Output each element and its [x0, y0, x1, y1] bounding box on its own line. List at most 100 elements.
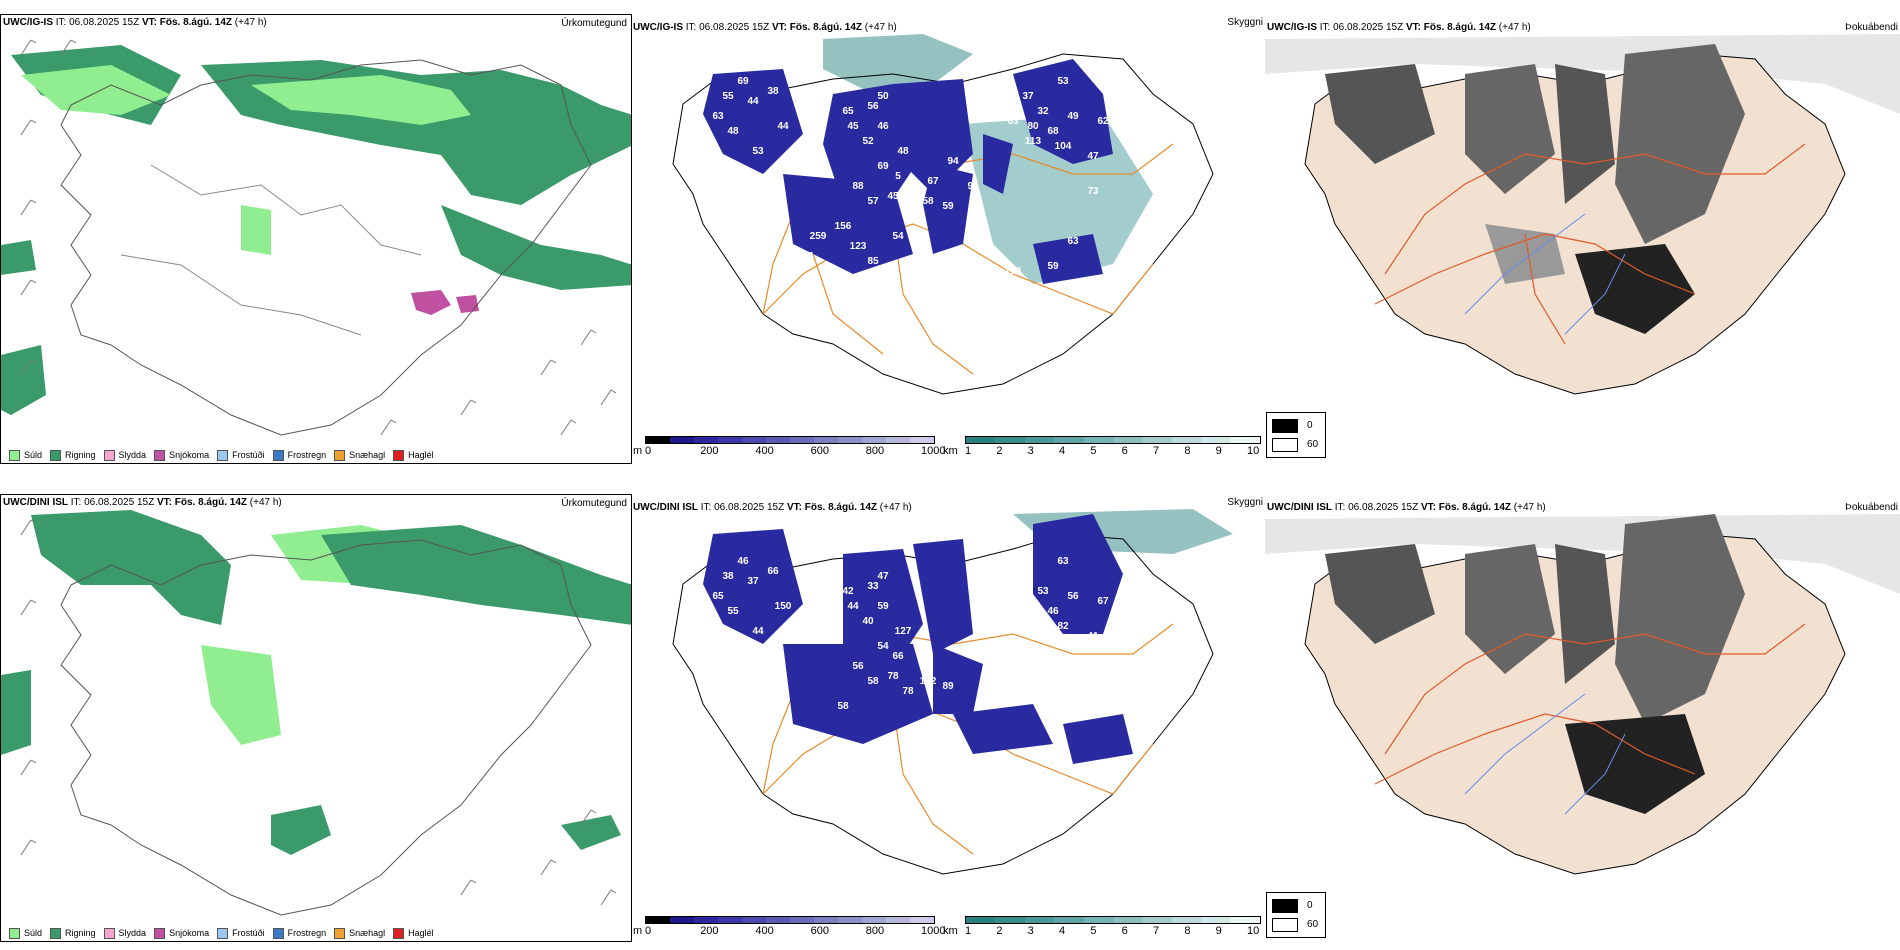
fog-panel-1: UWC/IG-IS IT: 06.08.2025 15Z VT: Fös. 8.… [1265, 14, 1900, 464]
ceiling-label: 45 [847, 121, 859, 132]
colorbar-cell [718, 437, 742, 443]
precip-legend: Súld Rigning Slydda Snjókoma Frostúði Frostre… [1, 447, 434, 463]
ceiling-label: 67 [1097, 596, 1109, 607]
road-network [1374, 143, 1806, 345]
colorbar-cell [790, 437, 814, 443]
panel-title: Úrkomutegund [561, 498, 627, 509]
legend-swatch [272, 449, 284, 461]
visibility-area [823, 34, 973, 89]
ceiling-label: 141 [1025, 601, 1042, 612]
ceiling-label: 59 [1047, 261, 1059, 272]
legend-item: Snjókoma [154, 927, 209, 939]
ceiling-label: 63 [712, 111, 724, 122]
legend-swatch [154, 449, 166, 461]
ceiling-label: 113 [1025, 136, 1042, 147]
colorbar-tick: 800 [865, 445, 885, 457]
colorbar-tick: 400 [755, 445, 774, 457]
colorbar-cell [886, 917, 910, 923]
ceiling-label: 44 [752, 626, 764, 637]
fog-shading [1265, 34, 1900, 114]
ceiling-label: 62 [1097, 116, 1109, 127]
ceiling-label: 85 [867, 256, 879, 267]
colorbar-tick: 200 [700, 445, 719, 457]
panel-header: UWC/IG-IS IT: 06.08.2025 15Z VT: Fös. 8.… [1267, 22, 1531, 33]
legend-item: Súld [9, 927, 42, 939]
ceiling-label: 150 [775, 601, 792, 612]
legend-swatch [50, 927, 62, 939]
ceiling-label: 50 [877, 91, 889, 102]
ceiling-label: 47 [877, 571, 889, 582]
ceiling-label: 132 [920, 676, 937, 687]
ceiling-label: 42 [977, 241, 989, 252]
colorbar-cell [886, 437, 910, 443]
ceiling-label: 65 [842, 106, 854, 117]
ceiling-label: 63 [1007, 116, 1019, 127]
legend-swatch [103, 927, 115, 939]
ceiling-label: 45 [887, 191, 899, 202]
ceiling-label: 56 [1067, 591, 1079, 602]
colorbar-unit: m [633, 925, 643, 937]
ceiling-label: 41 [1087, 631, 1099, 642]
colorbar-tick: 6 [1121, 925, 1128, 937]
colorbar-tick: 0 [645, 925, 652, 937]
precip-type-map-2 [1, 510, 631, 916]
ceiling-label: 46 [877, 121, 889, 132]
colorbar-cell [766, 917, 790, 923]
legend-swatch [272, 927, 284, 939]
low-ceiling-areas [703, 514, 1133, 764]
colorbar-strip [965, 916, 1261, 924]
ceiling-label: 123 [850, 241, 867, 252]
panel-header: UWC/DINI ISL IT: 06.08.2025 15Z VT: Fös.… [1267, 502, 1546, 513]
colorbar-tick: 3 [1027, 445, 1034, 457]
ceiling-label: 42 [987, 576, 999, 587]
colorbar-cell [966, 437, 996, 443]
colorbar-tick: 2 [996, 925, 1003, 937]
fog-shading [1265, 514, 1900, 594]
precip-areas [1, 510, 631, 855]
colorbar-tick: 9 [1215, 445, 1222, 457]
colorbar-cell [995, 437, 1025, 443]
iceland-outline [60, 59, 592, 436]
panel-title: Skyggni [1227, 497, 1263, 508]
legend-item: Slydda [103, 927, 147, 939]
ceiling-label: 89 [942, 681, 954, 692]
fog-legend: 0 60 [1266, 892, 1326, 938]
ceiling-label: 108 [1005, 266, 1022, 277]
colorbar-cell [966, 917, 996, 923]
colorbar-cell [646, 917, 670, 923]
colorbar-tick: 200 [700, 925, 719, 937]
legend-swatch [154, 927, 166, 939]
colorbar-cell [1054, 437, 1084, 443]
ceiling-label: 78 [902, 686, 914, 697]
fog-map-2 [1265, 514, 1900, 875]
legend-swatch [103, 449, 115, 461]
road-network [1374, 623, 1806, 785]
legend-label: Slydda [118, 928, 147, 938]
colorbar-tick: 3 [1027, 925, 1034, 937]
ceiling-label: 38 [722, 571, 734, 582]
ceiling-label: 49 [1067, 111, 1079, 122]
legend-label: Rigning [65, 450, 96, 460]
legend-swatch [393, 927, 405, 939]
colorbar-unit: km [943, 925, 958, 937]
colorbar-cell [646, 437, 670, 443]
colorbar-cell [862, 917, 886, 923]
precip-type-panel-1: UWC/IG-IS IT: 06.08.2025 15Z VT: Fös. 8.… [0, 14, 632, 464]
fog-legend: 0 60 [1266, 412, 1326, 458]
wind-barbs [20, 39, 617, 436]
legend-item: Slydda [103, 449, 146, 461]
colorbar-strip [965, 436, 1261, 444]
ceiling-label: 56 [867, 101, 879, 112]
wind-barbs [20, 519, 617, 906]
colorbar-tick: 600 [810, 445, 829, 457]
ceiling-label: 53 [752, 146, 764, 157]
panel-title: Þokuábendi [1845, 502, 1898, 513]
ceiling-label: 80 [1027, 121, 1039, 132]
colorbar-cell [814, 437, 838, 443]
colorbar-cell [1054, 917, 1084, 923]
ceiling-label: 66 [767, 566, 779, 577]
colorbar-unit: km [943, 445, 958, 457]
legend-item: Rigning [50, 927, 96, 939]
ceiling-label: 46 [1047, 606, 1059, 617]
